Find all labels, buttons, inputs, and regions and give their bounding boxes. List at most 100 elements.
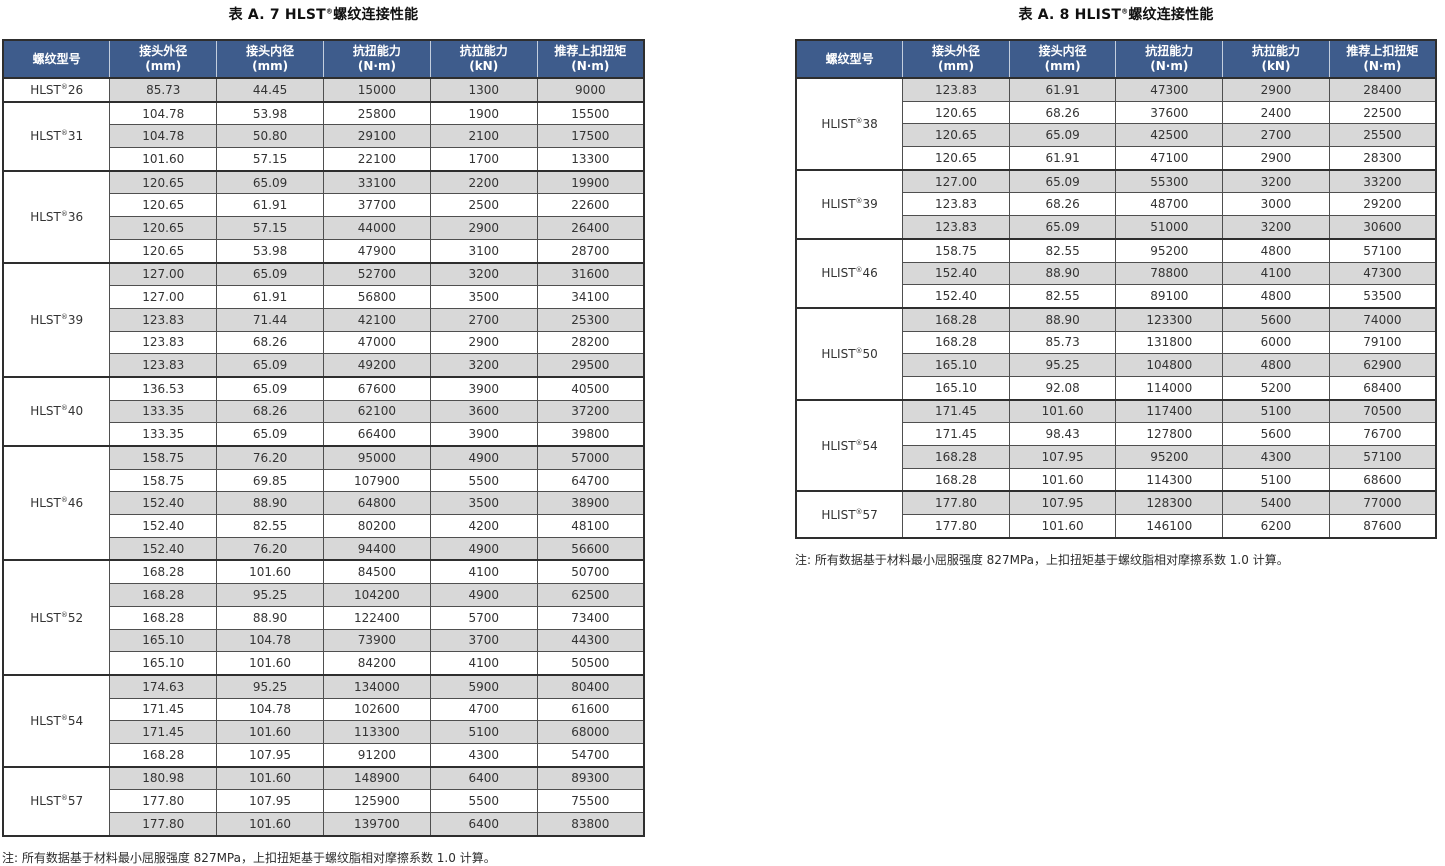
table-row: 133.35 65.09 66400 3900 39800 [3,422,645,447]
model-cell: HLST®54 [2,673,111,768]
data-cell: 49200 [322,353,431,378]
model-size: 46 [67,496,84,511]
data-cell: 5700 [429,605,538,630]
data-cell: 101.60 [216,651,324,676]
data-cell: 127.00 [902,168,1010,194]
data-cell: 47900 [322,238,431,264]
data-cell: 79100 [1328,330,1437,355]
data-cell: 165.10 [902,353,1010,377]
data-cell: 85.73 [1008,330,1117,355]
data-cell: 65.09 [1008,215,1117,240]
table-title-brand: HLST [284,7,326,23]
data-cell: 68600 [1328,467,1437,492]
data-cell: 104200 [322,583,431,607]
model-cell: HLIST®57 [795,490,904,539]
table-row: 152.40 76.20 94400 4900 56600 [3,536,645,561]
table-row: HLST®31 104.78 53.98 25800 1900 15500 [2,100,645,172]
data-cell: 26400 [536,216,645,240]
data-cell: 56600 [536,536,645,561]
table-row: 120.65 68.26 37600 2400 22500 [796,100,1437,125]
data-cell: 47100 [1115,146,1224,171]
data-cell: 131800 [1115,330,1224,355]
data-cell: 65.09 [216,261,324,287]
registered-trademark-icon: ® [855,346,863,355]
table-row: HLIST®38 123.83 61.91 47300 2900 28400 [795,76,1437,171]
model-brand: HLIST [821,266,856,281]
data-cell: 50.80 [216,124,324,149]
column-unit: (N·m) [1150,59,1189,73]
data-cell: 148900 [322,765,431,791]
data-cell: 120.65 [902,146,1010,171]
data-cell: 152.40 [109,514,218,538]
data-cell: 171.45 [902,398,1010,424]
registered-trademark-icon: ® [855,507,863,516]
model-size: 57 [67,794,84,809]
data-cell: 158.75 [109,468,218,493]
data-cell: 114000 [1115,375,1224,401]
table-row: 168.28 107.95 91200 4300 54700 [3,742,645,768]
data-cell: 61600 [536,697,645,722]
data-cell: 107.95 [216,742,324,768]
table-body: HLST®26 85.73 44.45 15000 1300 9000 HLST®31 104… [2,77,645,837]
data-cell: 134000 [322,673,431,699]
model-brand: HLST [30,209,61,224]
data-cell: 61.91 [216,193,324,218]
data-cell: 3900 [429,375,538,401]
table-row: HLIST®39 127.00 65.09 55300 3200 33200 [795,168,1437,240]
column-header-model: 螺纹型号 [2,39,111,79]
data-cell: 38900 [536,491,645,516]
data-cell: 4800 [1222,284,1330,309]
data-cell: 64700 [536,468,645,493]
column-header-torsion: 抗扭能力 (N·m) [322,39,431,79]
data-cell: 104.78 [216,697,324,722]
data-cell: 2100 [429,124,538,149]
data-cell: 4700 [429,697,538,722]
data-cell: 3200 [429,261,538,287]
data-cell: 6400 [429,765,538,791]
data-cell: 62100 [322,399,431,424]
table-title-brand: HLIST [1074,7,1122,23]
column-header-tension: 抗拉能力 (kN) [429,39,538,79]
table-body: HLIST®38 123.83 61.91 47300 2900 28400 120.65 6… [795,76,1437,539]
data-cell: 168.28 [109,559,218,585]
table-row: 158.75 69.85 107900 5500 64700 [3,468,645,493]
table-title-suffix: 螺纹连接性能 [333,7,419,23]
model-cell: HLST®40 [2,375,111,447]
data-cell: 44000 [322,216,431,240]
data-cell: 25500 [1328,123,1437,148]
model-brand: HLST [30,794,61,809]
data-cell: 68.26 [1008,100,1117,125]
table-row: 165.10 95.25 104800 4800 62900 [796,353,1437,377]
header-row: 螺纹型号 接头外径 (mm) 接头内径 (mm) 抗扭能力 (N·m) 抗拉能力 (kN) 推荐上… [2,39,645,79]
data-cell: 69.85 [216,468,324,493]
model-brand: HLST [30,496,61,511]
data-cell: 29200 [1328,192,1437,217]
data-cell: 33200 [1328,168,1437,194]
table-row: HLIST®50 168.28 88.90 123300 5600 74000 [795,306,1437,401]
registered-trademark-icon: ® [1121,7,1129,16]
data-cell: 101.60 [216,811,324,837]
data-cell: 65.09 [216,422,324,447]
column-label: 抗拉能力 [1251,44,1300,58]
data-cell: 120.65 [109,238,218,264]
column-label: 抗拉能力 [459,44,508,58]
data-cell: 76.20 [216,444,324,470]
column-label: 螺纹型号 [32,51,81,66]
data-cell: 168.28 [902,467,1010,492]
data-cell: 62900 [1328,353,1437,377]
data-cell: 89300 [536,765,645,791]
data-cell: 5400 [1222,490,1330,516]
data-cell: 48700 [1115,192,1224,217]
model-brand: HLST [30,129,61,144]
model-size: 39 [862,197,878,212]
table-title-prefix: 表 A. 8 [1018,7,1075,23]
data-cell: 6000 [1222,330,1330,355]
data-cell: 91200 [322,742,431,768]
table-row: 120.65 61.91 47100 2900 28300 [796,146,1437,171]
data-cell: 29500 [536,353,645,378]
table-row: HLST®39 127.00 65.09 52700 3200 31600 [2,261,645,378]
data-cell: 80200 [322,514,431,538]
table-note: 注: 所有数据基于材料最小屈服强度 827MPa，上扣扭矩基于螺纹脂相对摩擦系数… [795,552,1289,567]
data-cell: 102600 [322,697,431,722]
model-size: 39 [67,312,84,327]
